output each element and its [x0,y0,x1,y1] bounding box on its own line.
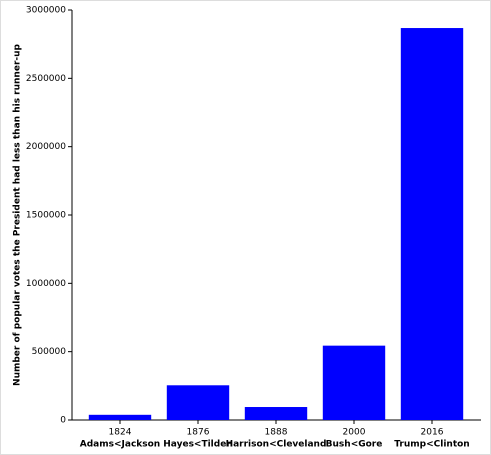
bar [322,345,386,420]
x-tick-label: 1888 [265,428,288,438]
x-tick-sublabel: Adams<Jackson [80,440,160,450]
x-tick-label: 1824 [109,428,132,438]
bar [166,385,230,420]
x-tick-label: 2016 [421,428,444,438]
x-tick-label: 1876 [187,428,210,438]
x-tick-sublabel: Bush<Gore [326,440,383,450]
bar [400,28,464,420]
y-tick-label: 3000000 [26,6,66,16]
bar [244,407,308,420]
x-tick-sublabel: Hayes<Tilden [163,440,232,450]
y-tick-label: 1000000 [26,279,66,289]
y-tick-label: 2000000 [26,142,66,152]
y-tick-label: 0 [60,416,66,426]
y-tick-label: 2500000 [26,74,66,84]
y-tick-label: 1500000 [26,211,66,221]
x-tick-sublabel: Trump<Clinton [394,440,469,450]
x-tick-label: 2000 [343,428,366,438]
x-tick-sublabel: Harrison<Cleveland [226,440,327,450]
y-tick-label: 500000 [32,347,67,357]
bar [88,414,152,420]
y-axis-label: Number of popular votes the President ha… [13,43,23,385]
